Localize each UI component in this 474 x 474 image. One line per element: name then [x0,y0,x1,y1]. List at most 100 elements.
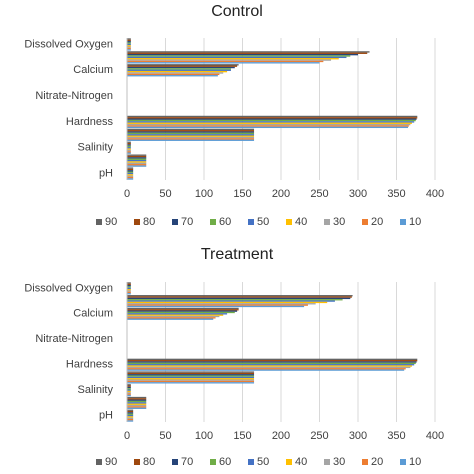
bar [127,385,131,387]
bar [127,59,332,61]
y-tick-label: Calcium [73,64,113,76]
bar [127,407,147,409]
bar [127,304,308,306]
bar [127,138,255,140]
bar [127,64,239,66]
bar [127,380,255,383]
bar [127,286,131,288]
bar [127,289,131,291]
legend-label: 10 [409,216,421,228]
bar [127,145,131,148]
bar [127,53,358,56]
bar [127,43,131,46]
bar [127,62,320,64]
bar [127,38,131,40]
legend-label: 60 [219,456,231,468]
x-tick-label: 200 [272,430,290,442]
bar [127,117,418,119]
bar [127,296,352,298]
legend-swatch [210,459,216,465]
bar [127,318,214,320]
bar [127,396,147,399]
bar [127,157,147,159]
bar [127,171,134,173]
bar [127,293,131,295]
y-tick-label: Calcium [73,308,113,320]
legend-swatch [172,459,178,465]
bar [127,392,131,394]
bar [127,161,147,163]
bar [127,393,131,395]
bar [127,130,255,132]
bar [127,49,131,51]
bar [127,139,255,141]
bar [127,159,147,162]
bar [127,176,134,179]
bar [127,362,416,365]
bar [127,167,134,169]
bar [127,170,134,172]
bar [127,382,255,384]
x-tick-label: 200 [272,188,290,200]
bar [127,147,131,149]
bar [127,51,370,53]
bar [127,70,228,73]
bar [127,365,412,367]
bar [127,68,231,70]
bar [127,368,406,370]
bar [127,175,134,177]
bar [127,317,216,319]
x-tick-label: 150 [233,430,251,442]
y-tick-label: Dissolved Oxygen [24,282,113,294]
bar [127,136,255,139]
legend-label: 50 [257,456,269,468]
bar [127,361,417,363]
bar [127,300,335,302]
legend-swatch [324,219,330,225]
x-tick-label: 0 [124,188,130,200]
legend-swatch [286,459,292,465]
bar [127,366,411,369]
bar [127,283,131,286]
bar [127,158,147,160]
bar [127,305,305,308]
legend-swatch [362,459,368,465]
legend-label: 90 [105,216,117,228]
bar [127,379,255,381]
bar [127,394,131,397]
bar [127,39,131,42]
bar [127,52,368,54]
bar [127,151,131,153]
bar [127,285,131,287]
legend-swatch [134,219,140,225]
y-tick-label: pH [99,410,113,422]
legend-swatch [210,219,216,225]
bar [127,299,343,301]
bar [127,134,255,136]
x-tick-label: 400 [426,430,444,442]
y-tick-label: pH [99,167,113,179]
bar [127,168,134,171]
bar [127,313,228,315]
bar [127,390,131,393]
legend-swatch [362,219,368,225]
bar [127,384,131,386]
bar [127,309,239,311]
bar [127,178,134,180]
bar [127,75,218,77]
legend-label: 30 [333,456,345,468]
bar [127,41,131,43]
legend-swatch [248,459,254,465]
bar [127,402,147,404]
bar [127,295,353,297]
legend-label: 40 [295,216,307,228]
legend-swatch [400,219,406,225]
legend-label: 60 [219,216,231,228]
bar [127,135,255,137]
bar [127,291,131,294]
bar [127,418,134,421]
legend-swatch [134,459,140,465]
bar [127,174,134,176]
bar [127,400,147,403]
